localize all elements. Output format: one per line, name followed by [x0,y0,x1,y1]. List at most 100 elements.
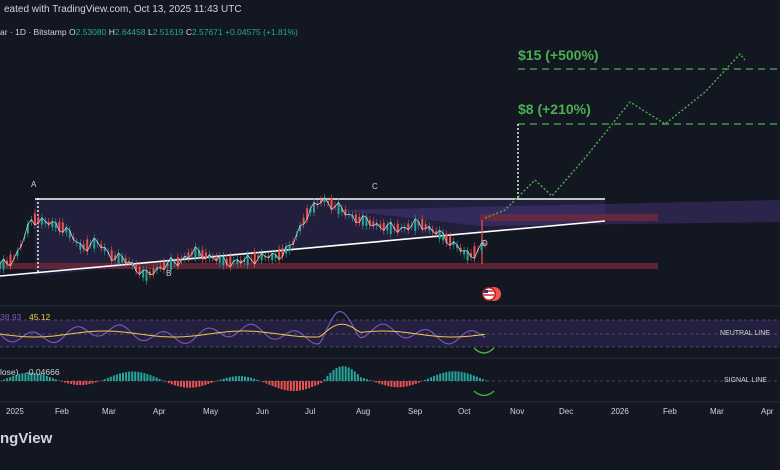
low-value: 2.51619 [152,27,184,37]
macd-bar [122,372,124,381]
macd-bar [463,372,466,381]
macd-bar [91,381,94,384]
projection-path [484,52,746,219]
macd-bar [320,381,323,383]
window-title: eated with TradingView.com, Oct 13, 2025… [4,4,242,15]
target-8-label: $8 (+210%) [518,101,591,117]
symbol-name: ar · 1D · Bitstamp [0,27,67,37]
macd-bar [140,372,143,381]
neutral-line-label: NEUTRAL LINE [720,330,770,337]
x-axis-label: Nov [510,407,525,416]
x-axis-label: 2025 [6,407,24,416]
macd-bar [335,368,338,381]
macd-bar [9,377,12,381]
close-value: 2.57671 [191,27,223,37]
target-15-label: $15 (+500%) [518,47,599,63]
x-axis-label: Oct [458,407,471,416]
candle [0,264,1,269]
macd-value: -0.04666 [26,367,60,377]
macd-bar [311,381,314,388]
change-value: +0.04575 (+1.81%) [225,27,298,37]
macd-bar [280,381,283,390]
macd-bar [302,381,304,390]
macd-bar [317,381,320,385]
macd-bar [109,376,112,381]
macd-bar [241,376,243,381]
macd-histogram [3,366,487,391]
macd-bar [341,366,344,381]
macd-bar [76,381,79,385]
signal-line-label: SIGNAL LINE [724,377,767,384]
macd-bar [207,381,210,384]
macd-bar [36,373,39,381]
macd-bar [457,371,460,381]
macd-bar [189,381,192,388]
macd-bar [103,379,106,381]
macd-bar [51,378,54,381]
macd-bar [402,381,405,387]
macd-bar [271,381,274,386]
macd-bar [54,379,57,381]
macd-bar [70,381,73,385]
point-b-label: B [166,269,172,278]
macd-bar [155,377,158,381]
macd-bar [3,379,6,381]
macd-bar [210,381,213,383]
macd-bar [430,377,433,381]
macd-bar [332,370,335,381]
macd-bar [115,374,118,381]
rsi-arc [473,347,495,354]
macd-bar [213,381,216,382]
us-flag-icon [482,287,501,301]
rsi-line [0,311,486,345]
macd-bar [268,381,271,385]
x-axis-label: 2026 [611,407,629,416]
macd-bar [274,381,277,388]
price-candles [0,193,486,285]
macd-bar [451,371,454,381]
x-axis-label: Apr [761,407,774,416]
macd-bar [58,380,60,381]
macd-bar [97,381,100,382]
point-c-label: C [372,182,378,191]
macd-bar [170,381,173,385]
macd-bar [329,372,332,381]
macd-bar [408,381,411,386]
c-label: C [185,27,192,37]
macd-bar [417,381,420,383]
macd-bar [326,375,329,381]
macd-bar [481,379,484,381]
x-axis-label: Apr [153,407,166,416]
macd-bar [353,371,356,381]
macd-bar [195,381,198,388]
x-axis-label: Jul [305,407,316,416]
high-value: 2.64458 [114,27,146,37]
macd-bar [12,375,15,381]
macd-bar [176,381,179,387]
macd-bar [222,378,225,381]
x-axis-label: Mar [102,407,116,416]
macd-bar [33,373,36,381]
macd-bar [323,379,326,381]
right-channel-fill [340,200,780,226]
macd-bar [137,371,140,381]
macd-bar [158,379,161,381]
macd-bar [411,381,414,385]
macd-bar [79,381,82,386]
x-axis-label: Sep [408,407,423,416]
macd-bar [204,381,207,385]
macd-bar [286,381,289,391]
macd-bar [219,379,222,381]
x-axis-label: Feb [663,407,677,416]
macd-bar [119,373,121,381]
macd-bar [161,380,164,381]
macd-bar [134,371,137,381]
brand-logo: ngView [0,430,53,447]
rsi-ma-value: 45.12 [29,312,51,322]
macd-bar [314,381,317,386]
macd-bar [183,381,185,388]
macd-bar [277,381,280,389]
macd-bar [399,381,402,388]
macd-bar [344,366,347,381]
